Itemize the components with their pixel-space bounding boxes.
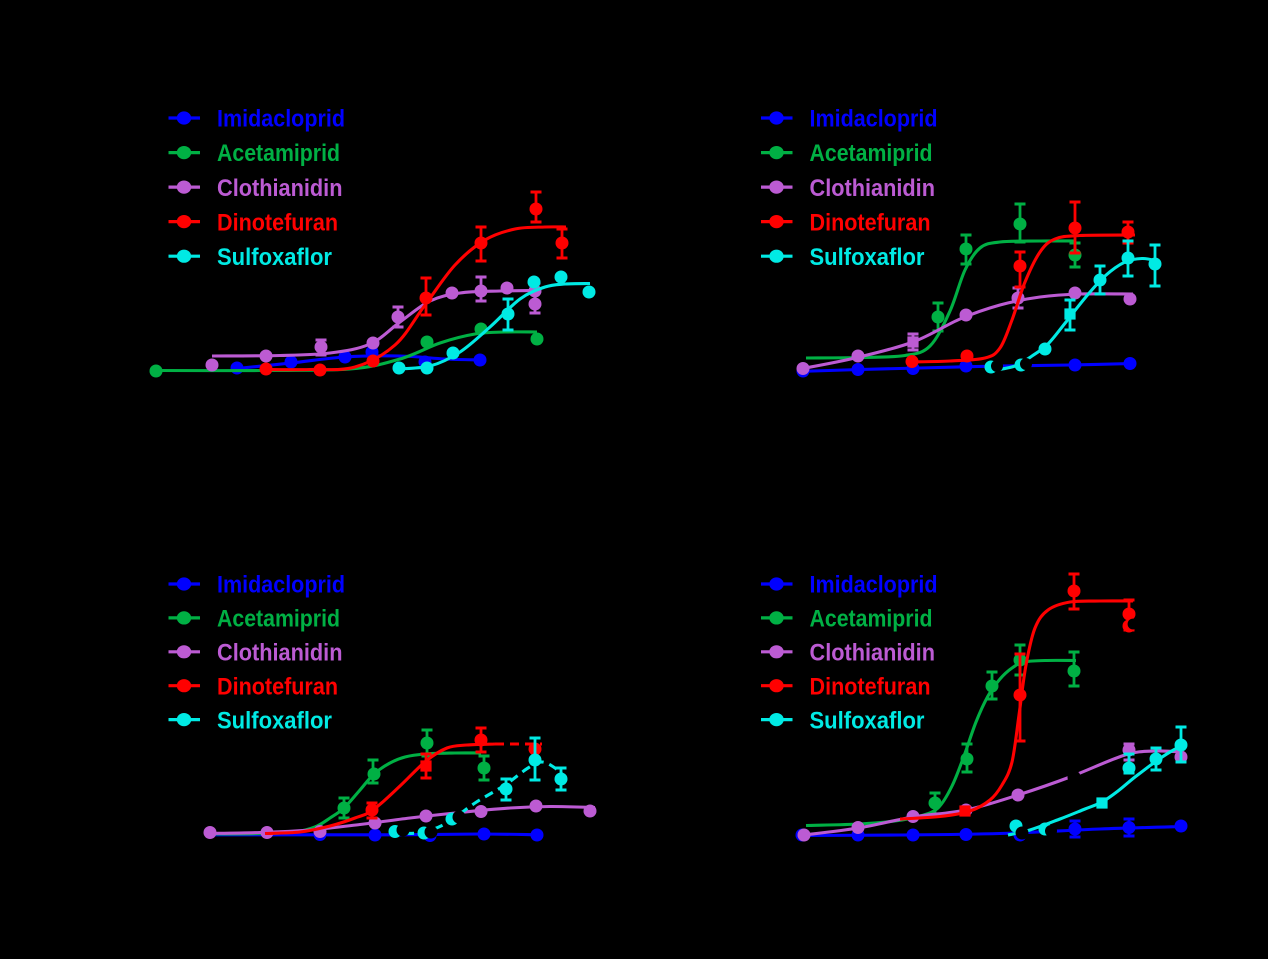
svg-text:Clothianidin: Clothianidin [217,175,343,202]
svg-text:Acetamiprid: Acetamiprid [810,140,933,167]
svg-text:Clothianidin: Clothianidin [810,640,936,667]
svg-text:Acetamiprid: Acetamiprid [810,606,933,633]
svg-text:Imidacloprid: Imidacloprid [810,572,938,599]
svg-text:Clothianidin: Clothianidin [810,175,936,202]
svg-text:Sulfoxaflor: Sulfoxaflor [217,707,332,734]
svg-text:Sulfoxaflor: Sulfoxaflor [810,707,925,734]
svg-text:Sulfoxaflor: Sulfoxaflor [810,244,925,271]
svg-text:Imidacloprid: Imidacloprid [810,106,938,133]
svg-text:Acetamiprid: Acetamiprid [217,140,340,167]
svg-text:Imidacloprid: Imidacloprid [217,572,345,599]
svg-text:Dinotefuran: Dinotefuran [217,209,338,236]
svg-text:Clothianidin: Clothianidin [217,640,343,667]
svg-text:Dinotefuran: Dinotefuran [810,673,931,700]
svg-text:Imidacloprid: Imidacloprid [217,106,345,133]
svg-text:Acetamiprid: Acetamiprid [217,606,340,633]
svg-text:Dinotefuran: Dinotefuran [810,209,931,236]
svg-text:Sulfoxaflor: Sulfoxaflor [217,244,332,271]
svg-text:Dinotefuran: Dinotefuran [217,673,338,700]
